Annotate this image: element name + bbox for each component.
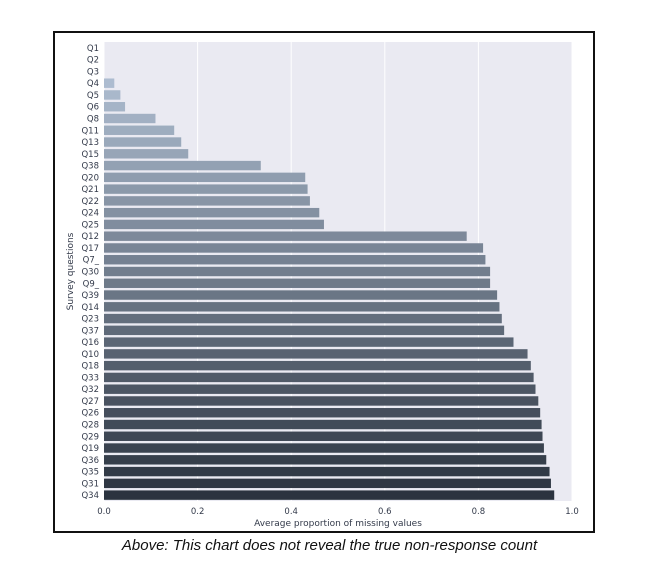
y-tick-label: Q8	[87, 115, 99, 125]
y-tick-label: Q9_	[83, 279, 100, 289]
bar-q25	[104, 219, 324, 230]
bar-q10	[104, 349, 528, 359]
bar-q6	[104, 102, 126, 112]
bar-q18	[104, 360, 531, 371]
bars	[104, 78, 555, 500]
y-tick-label: Q29	[81, 432, 99, 442]
y-tick-label: Q21	[81, 185, 99, 195]
x-tick-label: 0.6	[378, 507, 392, 517]
bar-q34	[104, 490, 555, 500]
bar-q37	[104, 325, 505, 336]
y-tick-label: Q35	[81, 468, 99, 478]
bar-chart: Q1Q2Q3Q4Q5Q6Q8Q11Q13Q15Q38Q20Q21Q22Q24Q2…	[66, 42, 579, 529]
bar-q32	[104, 384, 536, 394]
chart-frame: Q1 Q2 Q3 Q4 Q5 Q6 Q8 Q11 Q13 Q15 Q38 Q20 Q21 Q22 Q24 Q2…	[53, 31, 595, 533]
bar-q23	[104, 313, 502, 324]
y-axis-title: Survey questions	[66, 232, 76, 310]
y-tick-label: Q31	[81, 479, 99, 489]
y-tick-label: Q5	[87, 91, 99, 101]
y-tick-label: Q17	[81, 244, 99, 254]
y-tick-label: Q37	[81, 326, 99, 336]
bar-q36	[104, 455, 547, 465]
bar-q27	[104, 396, 539, 406]
bar-q21	[104, 184, 308, 194]
y-tick-label: Q18	[81, 362, 99, 372]
y-tick-label: Q27	[81, 397, 99, 407]
bar-q14	[104, 302, 500, 312]
bar-q7	[104, 255, 486, 265]
bar-q12	[104, 231, 467, 241]
y-tick-label: Q19	[81, 444, 99, 454]
y-tick-label: Q16	[81, 338, 99, 348]
y-tick-label: Q12	[81, 232, 99, 242]
y-tick-label: Q10	[81, 350, 99, 360]
y-tick-label: Q3	[87, 67, 99, 77]
y-tick-label: Q39	[81, 291, 99, 301]
y-tick-label: Q6	[87, 103, 99, 113]
y-tick-label: Q30	[81, 268, 99, 278]
x-tick-label: 1.0	[565, 507, 579, 517]
chart-caption: Above: This chart does not reveal the tr…	[121, 537, 538, 554]
y-tick-label: Q4	[87, 79, 99, 89]
x-tick-label: 0.2	[191, 507, 205, 517]
bar-q19	[104, 443, 544, 453]
bar-q8	[104, 113, 156, 124]
y-tick-label: Q23	[81, 315, 99, 325]
bar-q39	[104, 290, 498, 300]
bar-q9	[104, 278, 491, 288]
bar-q20	[104, 172, 306, 183]
bar-q16	[104, 337, 514, 347]
y-tick-label: Q20	[81, 173, 99, 183]
bar-q31	[104, 478, 551, 489]
bar-q30	[104, 266, 491, 277]
y-tick-label: Q24	[81, 209, 99, 219]
y-tick-label: Q36	[81, 456, 99, 466]
bar-q24	[104, 207, 320, 218]
y-tick-label: Q38	[81, 162, 99, 172]
bar-q13	[104, 137, 182, 147]
bar-q26	[104, 408, 541, 418]
y-tick-label: Q14	[81, 303, 99, 313]
y-tick-label: Q28	[81, 421, 99, 431]
x-tick-label: 0.0	[97, 507, 111, 517]
bar-q35	[104, 466, 550, 477]
y-tick-label: Q2	[87, 56, 99, 66]
y-tick-label: Q1	[87, 44, 99, 54]
bar-q38	[104, 160, 261, 171]
x-tick-labels: 0.0 0.2 0.4 0.6 0.8 1.0	[97, 507, 579, 517]
x-tick-label: 0.4	[284, 507, 298, 517]
bar-q28	[104, 419, 542, 430]
bar-q22	[104, 196, 310, 206]
bar-q5	[104, 90, 121, 100]
bar-q15	[104, 149, 189, 159]
y-tick-label: Q33	[81, 373, 99, 383]
y-tick-labels: Q1Q2Q3Q4Q5Q6Q8Q11Q13Q15Q38Q20Q21Q22Q24Q2…	[81, 44, 99, 501]
bar-q4	[104, 78, 115, 88]
x-axis-title: Average proportion of missing values	[254, 519, 422, 529]
bar-q29	[104, 431, 543, 441]
y-tick-label: Q26	[81, 409, 99, 419]
x-tick-label: 0.8	[472, 507, 486, 517]
bar-q17	[104, 243, 484, 253]
y-tick-label: Q25	[81, 220, 99, 230]
y-tick-label: Q7_	[83, 256, 100, 266]
y-tick-label: Q34	[81, 491, 99, 501]
y-tick-label: Q13	[81, 138, 99, 148]
bar-q33	[104, 372, 534, 383]
y-tick-label: Q11	[81, 126, 99, 136]
y-tick-label: Q32	[81, 385, 99, 395]
y-tick-label: Q15	[81, 150, 99, 160]
bar-q11	[104, 125, 175, 135]
y-tick-label: Q22	[81, 197, 99, 207]
